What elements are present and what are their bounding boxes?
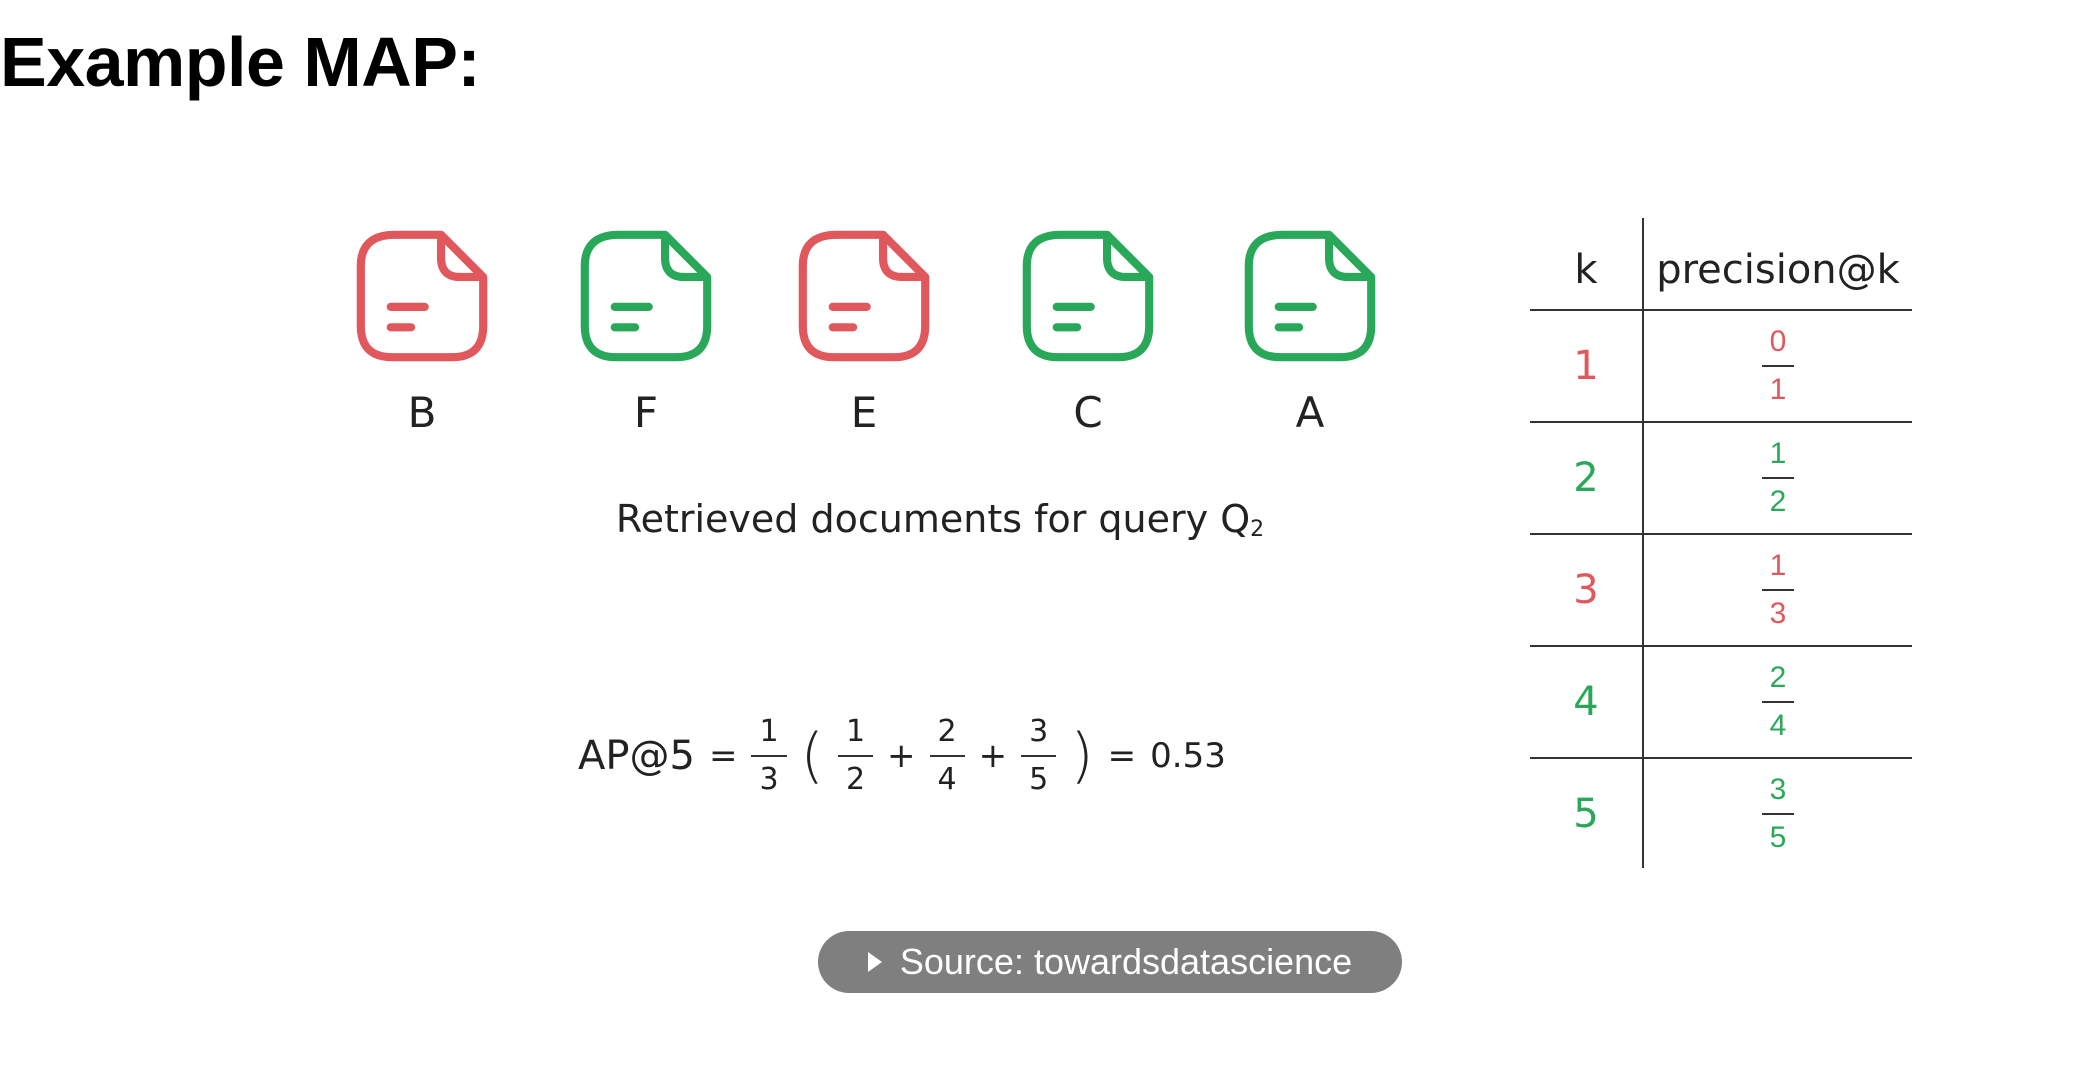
table-row: 5 3 5 bbox=[1530, 758, 1912, 870]
document-label: B bbox=[407, 388, 437, 437]
document-item: E bbox=[794, 228, 934, 448]
table-divider-vertical bbox=[1642, 218, 1644, 868]
retrieved-documents: B F E C bbox=[352, 228, 1388, 448]
close-paren: ) bbox=[1070, 721, 1094, 791]
document-label: A bbox=[1295, 388, 1325, 437]
precision-table: k precision@k 1 0 1 2 1 2 3 1 3 4 bbox=[1530, 218, 1912, 868]
source-label: Source: towardsdatascience bbox=[899, 941, 1353, 982]
numerator: 1 bbox=[845, 714, 866, 749]
table-row: 4 2 4 bbox=[1530, 646, 1912, 758]
open-paren: ( bbox=[800, 721, 824, 791]
table-divider bbox=[1530, 421, 1912, 423]
table-row: 3 1 3 bbox=[1530, 534, 1912, 646]
numerator: 2 bbox=[937, 714, 957, 749]
page-title: Example MAP: bbox=[0, 23, 481, 101]
numerator: 1 bbox=[1769, 549, 1787, 582]
document-item: C bbox=[1018, 228, 1158, 448]
formula-lhs: AP@5 bbox=[578, 733, 695, 779]
row-k: 2 bbox=[1573, 455, 1599, 501]
document-item: F bbox=[576, 228, 716, 448]
source-button[interactable]: Source: towardsdatascience bbox=[818, 931, 1402, 993]
numerator: 3 bbox=[1029, 714, 1049, 749]
play-triangle-icon bbox=[867, 952, 882, 972]
numerator: 2 bbox=[1769, 661, 1787, 694]
precision-fraction: 3 5 bbox=[1761, 773, 1795, 853]
row-k: 1 bbox=[1573, 343, 1599, 389]
precision-fraction: 1 2 bbox=[1761, 437, 1795, 517]
document-item: A bbox=[1240, 228, 1380, 448]
numerator: 1 bbox=[759, 714, 779, 749]
table-divider bbox=[1530, 645, 1912, 647]
row-precision: 0 1 bbox=[1644, 310, 1912, 422]
equals-sign: = bbox=[1107, 736, 1137, 776]
precision-fraction: 1 3 bbox=[1761, 549, 1795, 629]
row-precision: 2 4 bbox=[1644, 646, 1912, 758]
row-precision: 1 3 bbox=[1644, 534, 1912, 646]
numerator: 0 bbox=[1769, 325, 1787, 358]
document-icon bbox=[798, 230, 930, 362]
numerator: 3 bbox=[1769, 773, 1787, 806]
row-k: 4 bbox=[1573, 679, 1599, 725]
denominator: 3 bbox=[751, 755, 787, 795]
precision-fraction: 0 1 bbox=[1761, 325, 1795, 405]
denominator: 4 bbox=[929, 755, 965, 795]
row-precision: 3 5 bbox=[1644, 758, 1912, 870]
plus-sign: + bbox=[978, 736, 1008, 776]
table-divider bbox=[1530, 533, 1912, 535]
table-divider bbox=[1530, 757, 1912, 759]
term-fraction: 2 4 bbox=[929, 714, 965, 795]
document-label: E bbox=[850, 388, 878, 437]
denominator: 1 bbox=[1761, 365, 1795, 405]
term-fraction: 1 2 bbox=[837, 714, 874, 795]
document-icon bbox=[1022, 230, 1154, 362]
precision-fraction: 2 4 bbox=[1761, 661, 1795, 741]
header-k: k bbox=[1574, 247, 1598, 293]
document-item: B bbox=[352, 228, 492, 448]
ap-formula: AP@5 = 1 3 ( 1 2 + 2 4 + 3 5 ) = 0.53 bbox=[578, 706, 1226, 806]
table-row: 2 1 2 bbox=[1530, 422, 1912, 534]
denominator: 5 bbox=[1021, 755, 1057, 795]
prefactor-fraction: 1 3 bbox=[751, 714, 787, 795]
plus-sign: + bbox=[887, 736, 916, 776]
documents-caption: Retrieved documents for query Q2 bbox=[560, 497, 1320, 542]
row-k: 5 bbox=[1573, 791, 1599, 837]
numerator: 1 bbox=[1769, 437, 1787, 470]
equals-sign: = bbox=[708, 736, 738, 776]
document-icon bbox=[1244, 230, 1376, 362]
caption-subscript: 2 bbox=[1250, 517, 1265, 542]
row-k: 3 bbox=[1573, 567, 1599, 613]
document-icon bbox=[580, 230, 712, 362]
term-fraction: 3 5 bbox=[1021, 714, 1057, 795]
table-divider bbox=[1530, 309, 1912, 311]
formula-result: 0.53 bbox=[1150, 736, 1226, 776]
document-label: F bbox=[633, 388, 659, 437]
denominator: 2 bbox=[1761, 477, 1795, 517]
denominator: 3 bbox=[1761, 589, 1795, 629]
row-precision: 1 2 bbox=[1644, 422, 1912, 534]
table-row: 1 0 1 bbox=[1530, 310, 1912, 422]
denominator: 5 bbox=[1761, 813, 1795, 853]
document-icon bbox=[356, 230, 488, 362]
denominator: 4 bbox=[1761, 701, 1795, 741]
denominator: 2 bbox=[837, 755, 874, 795]
caption-text: Retrieved documents for query Q bbox=[615, 497, 1251, 541]
header-precision: precision@k bbox=[1656, 247, 1900, 293]
document-label: C bbox=[1073, 388, 1103, 437]
